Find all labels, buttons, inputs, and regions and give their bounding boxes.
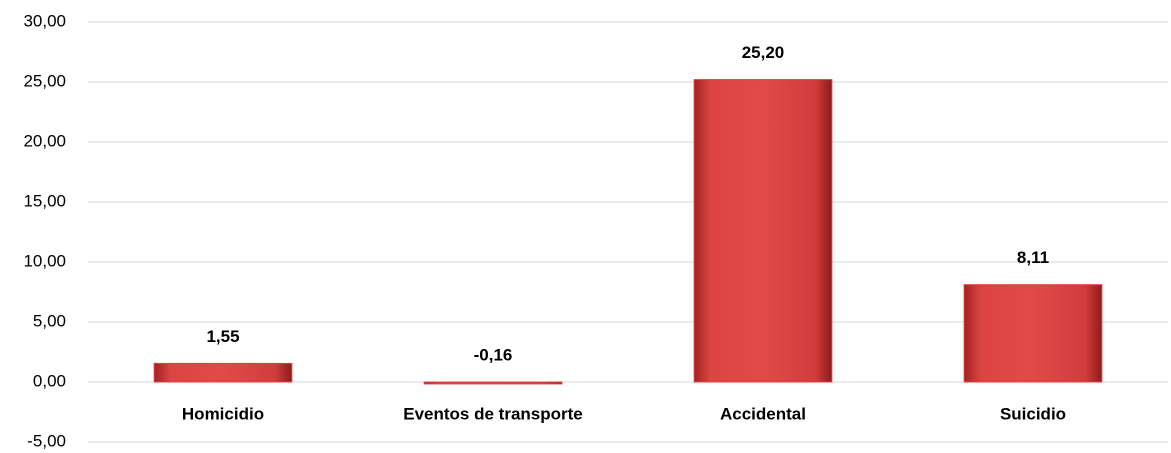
x-tick-label: Homicidio	[182, 404, 264, 423]
x-tick-label: Suicidio	[1000, 404, 1066, 423]
bar	[963, 284, 1103, 383]
y-tick-label: 15,00	[23, 191, 66, 210]
y-tick-label: 25,00	[23, 71, 66, 90]
value-label: 25,20	[742, 43, 785, 62]
y-tick-label: 10,00	[23, 251, 66, 270]
bar	[693, 79, 833, 383]
value-label: 8,11	[1017, 248, 1049, 267]
y-tick-label: 0,00	[33, 371, 66, 390]
y-tick-label: -5,00	[27, 431, 66, 450]
y-tick-label: 30,00	[23, 11, 66, 30]
x-tick-label: Accidental	[720, 404, 806, 423]
bar	[423, 381, 563, 385]
y-tick-label: 20,00	[23, 131, 66, 150]
value-label: 1,55	[206, 327, 239, 346]
bar	[153, 362, 293, 383]
y-tick-label: 5,00	[33, 311, 66, 330]
x-tick-label: Eventos de transporte	[403, 404, 583, 423]
value-label: -0,16	[474, 345, 513, 364]
